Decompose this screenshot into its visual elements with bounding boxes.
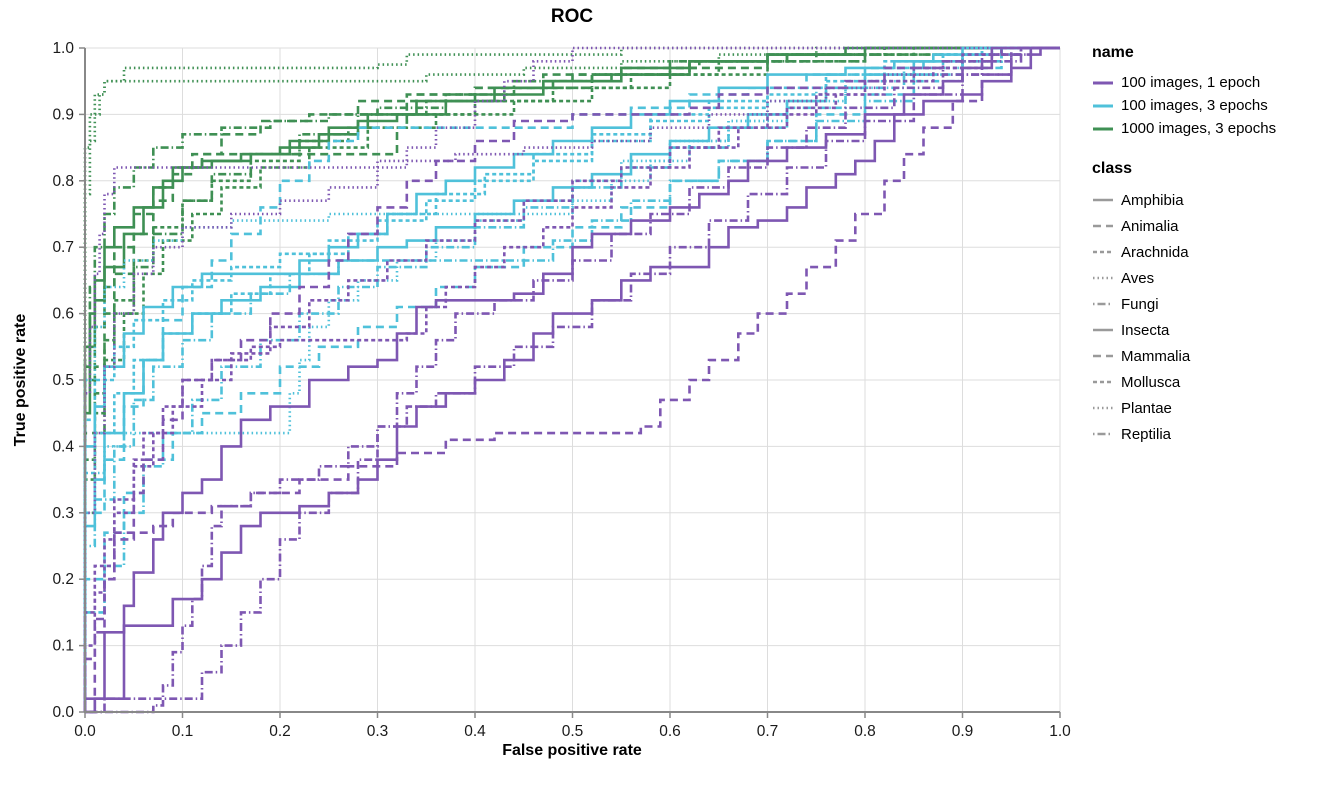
series-100-images-1-epoch-mollusca xyxy=(83,46,1060,712)
series-100-images-1-epoch-amphibia xyxy=(83,46,1060,712)
series-1000-images-3-epochs-reptilia xyxy=(83,46,1060,712)
legend-name-header: name xyxy=(1092,44,1134,61)
y-tick-label: 0.0 xyxy=(52,704,74,721)
legend-class-header: class xyxy=(1092,160,1133,177)
x-tick-label: 0.8 xyxy=(854,723,876,740)
legend-item-1000-images-3-epochs: 1000 images, 3 epochs xyxy=(1092,117,1332,140)
series-1000-images-3-epochs-fungi xyxy=(83,46,1060,712)
x-tick-label: 0.7 xyxy=(757,723,779,740)
legend-item-100-images-3-epochs: 100 images, 3 epochs xyxy=(1092,94,1332,117)
legend-name-items: 100 images, 1 epoch 100 images, 3 epochs 1… xyxy=(1092,71,1332,140)
legend-item-animalia: Animalia xyxy=(1092,213,1332,239)
x-tick-label: 0.9 xyxy=(952,723,974,740)
series-100-images-3-epochs-mammalia xyxy=(83,46,1060,712)
legend-swatch-amphibia xyxy=(1093,198,1113,202)
x-tick-label: 1.0 xyxy=(1049,723,1071,740)
series-1000-images-3-epochs-plantae xyxy=(83,46,1060,712)
legend-item-reptilia: Reptilia xyxy=(1092,421,1332,447)
series-100-images-1-epoch-mammalia xyxy=(85,46,1060,714)
y-tick-label: 0.3 xyxy=(52,505,74,522)
x-tick-label: 0.1 xyxy=(172,723,194,740)
x-tick-label: 0.6 xyxy=(659,723,681,740)
legend-item-plantae: Plantae xyxy=(1092,395,1332,421)
x-tick-label: 0.2 xyxy=(269,723,291,740)
series-100-images-1-epoch-plantae xyxy=(83,46,1060,712)
legend-swatch-animalia xyxy=(1093,224,1113,228)
y-axis-title: True positive rate xyxy=(12,313,29,447)
legend-swatch-reptilia xyxy=(1093,432,1113,436)
series-100-images-1-epoch-insecta xyxy=(85,46,1060,714)
x-tick-label: 0.4 xyxy=(464,723,486,740)
legend-swatch-100-images-3-epochs xyxy=(1093,104,1113,107)
legend-item-fungi: Fungi xyxy=(1092,291,1332,317)
legend-item-aves: Aves xyxy=(1092,265,1332,291)
legend-swatch-mammalia xyxy=(1093,354,1113,358)
legend-swatch-1000-images-3-epochs xyxy=(1093,127,1113,130)
legend-item-arachnida: Arachnida xyxy=(1092,239,1332,265)
y-tick-label: 0.8 xyxy=(52,173,74,190)
x-axis-title: False positive rate xyxy=(502,742,642,759)
y-tick-label: 0.7 xyxy=(52,239,74,256)
series-100-images-1-epoch-animalia xyxy=(83,46,1060,712)
legend-item-insecta: Insecta xyxy=(1092,317,1332,343)
series-100-images-1-epoch-arachnida xyxy=(83,46,1060,712)
legend-item-mammalia: Mammalia xyxy=(1092,343,1332,369)
y-tick-label: 0.2 xyxy=(52,571,74,588)
y-tick-label: 0.6 xyxy=(52,306,74,323)
y-tick-label: 0.9 xyxy=(52,106,74,123)
legend-swatch-mollusca xyxy=(1093,380,1113,384)
x-tick-label: 0.3 xyxy=(367,723,389,740)
legend-swatch-arachnida xyxy=(1093,250,1113,254)
chart-legend: name 100 images, 1 epoch 100 images, 3 ep… xyxy=(1092,44,1332,447)
chart-title: ROC xyxy=(550,6,594,27)
legend-item-mollusca: Mollusca xyxy=(1092,369,1332,395)
legend-swatch-fungi xyxy=(1093,302,1113,306)
y-tick-label: 1.0 xyxy=(52,40,74,57)
legend-class-items: Amphibia Animalia Arachnida Aves Fungi Insect… xyxy=(1092,187,1332,447)
series-1000-images-3-epochs-mammalia xyxy=(83,46,1060,712)
legend-swatch-100-images-1-epoch xyxy=(1093,81,1113,84)
series-100-images-1-epoch-reptilia xyxy=(85,46,1060,714)
x-tick-label: 0.0 xyxy=(74,723,96,740)
series-100-images-3-epochs-aves xyxy=(83,46,1060,712)
series-100-images-3-epochs-arachnida xyxy=(83,46,1060,712)
y-tick-label: 0.5 xyxy=(52,372,74,389)
series-1000-images-3-epochs-aves xyxy=(83,46,1060,712)
legend-swatch-aves xyxy=(1093,276,1113,280)
legend-swatch-plantae xyxy=(1093,406,1113,410)
legend-item-100-images-1-epoch: 100 images, 1 epoch xyxy=(1092,71,1332,94)
legend-swatch-insecta xyxy=(1093,328,1113,332)
y-tick-label: 0.4 xyxy=(52,438,74,455)
x-tick-label: 0.5 xyxy=(562,723,584,740)
legend-item-amphibia: Amphibia xyxy=(1092,187,1332,213)
y-tick-label: 0.1 xyxy=(52,638,74,655)
